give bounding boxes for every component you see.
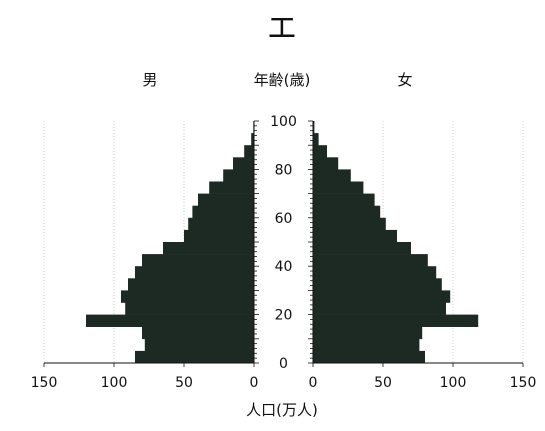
female-bars	[313, 121, 479, 364]
female-bar-95-99	[313, 121, 315, 134]
male-bar-0-4	[135, 350, 254, 364]
male-label: 男	[142, 71, 157, 89]
axes	[43, 120, 524, 367]
female-bar-50-54	[313, 229, 397, 243]
female-bar-70-74	[313, 181, 364, 194]
x-axis-label: 人口(万人)	[246, 401, 318, 419]
male-bar-75-79	[223, 169, 254, 182]
female-bar-15-19	[313, 314, 479, 327]
x-tick-label-female: 0	[309, 375, 318, 391]
female-bar-20-24	[313, 302, 446, 315]
male-bar-40-44	[142, 254, 254, 267]
male-bar-55-59	[188, 217, 254, 231]
male-bar-80-84	[233, 157, 254, 170]
female-bar-60-64	[313, 205, 381, 219]
female-bar-5-9	[313, 338, 420, 352]
female-bar-30-34	[313, 278, 442, 291]
male-bar-20-24	[125, 302, 254, 315]
female-bar-45-49	[313, 242, 411, 255]
population-tick-labels: 150 100 50 0 0 50 100 150	[31, 375, 537, 391]
x-tick-label-female: 150	[510, 375, 537, 391]
x-tick-label-male: 50	[175, 375, 193, 391]
x-tick-label-male: 0	[250, 375, 259, 391]
age-tick-label: 0	[279, 356, 288, 372]
age-tick-labels: 0 20 40 60 80 100	[270, 114, 297, 372]
female-bar-25-29	[313, 290, 451, 303]
x-tick-label-female: 100	[440, 375, 467, 391]
male-bar-5-9	[144, 338, 254, 352]
male-bar-15-19	[86, 314, 254, 327]
female-bar-10-14	[313, 326, 423, 340]
male-bar-45-49	[163, 242, 254, 255]
female-bar-40-44	[313, 254, 428, 267]
x-tick-label-male: 150	[31, 375, 58, 391]
male-bar-85-89	[244, 145, 254, 158]
age-tick-label: 40	[275, 259, 293, 275]
male-bar-10-14	[142, 326, 254, 340]
age-tick-label: 80	[275, 162, 293, 178]
female-bar-90-94	[313, 133, 319, 146]
female-bar-65-69	[313, 193, 375, 206]
female-bar-85-89	[313, 145, 327, 158]
male-bars	[86, 121, 254, 364]
female-bar-55-59	[313, 217, 386, 231]
male-bar-60-64	[192, 205, 254, 219]
male-bar-65-69	[198, 193, 254, 206]
male-bar-35-39	[135, 266, 254, 279]
age-tick-label: 100	[270, 114, 297, 130]
female-bar-80-84	[313, 157, 339, 170]
male-bar-25-29	[121, 290, 254, 303]
age-tick-label: 20	[275, 308, 293, 324]
male-bar-30-34	[128, 278, 254, 291]
chart-title: エ	[267, 11, 297, 46]
female-bar-75-79	[313, 169, 351, 182]
age-tick-label: 60	[275, 211, 293, 227]
female-label: 女	[397, 71, 412, 89]
female-bar-0-4	[313, 350, 425, 364]
female-bar-35-39	[313, 266, 437, 279]
male-bar-50-54	[184, 229, 254, 243]
male-bar-90-94	[251, 133, 254, 146]
age-axis-label: 年齢(歳)	[254, 71, 311, 89]
x-tick-label-female: 50	[374, 375, 392, 391]
x-tick-label-male: 100	[101, 375, 128, 391]
male-bar-70-74	[209, 181, 254, 194]
